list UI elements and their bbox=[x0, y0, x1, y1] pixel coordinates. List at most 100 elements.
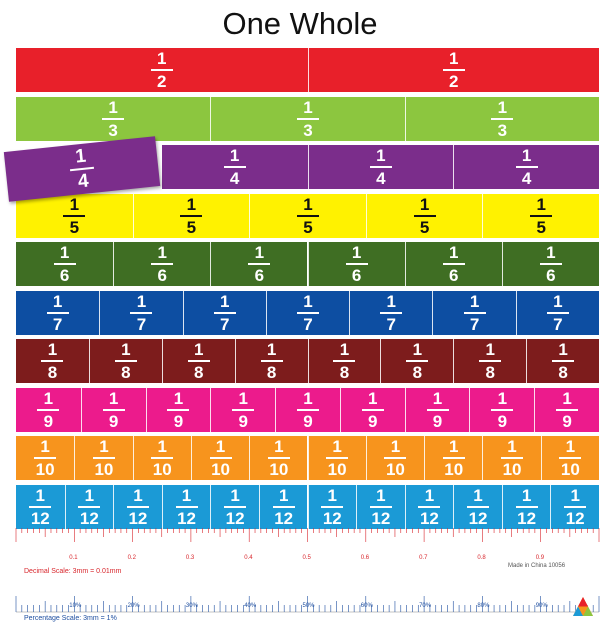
fraction-piece[interactable]: 1 12 bbox=[501, 484, 551, 529]
fraction-piece[interactable]: 1 10 bbox=[424, 436, 483, 480]
denominator: 10 bbox=[94, 460, 114, 479]
percentage-tick-label: 20% bbox=[127, 603, 140, 609]
fraction-bar bbox=[491, 117, 514, 120]
fraction-piece[interactable]: 1 12 bbox=[307, 484, 357, 529]
fraction-piece[interactable]: 1 12 bbox=[64, 484, 114, 529]
numerator: 1 bbox=[485, 340, 495, 359]
fraction-piece[interactable]: 1 10 bbox=[132, 436, 191, 480]
fraction-piece[interactable]: 1 12 bbox=[16, 484, 65, 529]
fraction-piece[interactable]: 1 12 bbox=[453, 484, 502, 529]
fraction-piece[interactable]: 1 10 bbox=[540, 436, 599, 480]
fraction-label: 1 12 bbox=[564, 487, 587, 527]
fraction-bar bbox=[232, 408, 255, 411]
decimal-scale-label: Decimal Scale: 3mm = 0.01mm bbox=[24, 568, 122, 575]
denominator: 3 bbox=[497, 120, 508, 140]
fraction-bar bbox=[46, 311, 69, 314]
fraction-bar bbox=[187, 360, 210, 362]
fraction-piece[interactable]: 1 12 bbox=[550, 484, 599, 529]
fraction-piece[interactable]: 1 10 bbox=[16, 436, 75, 480]
numerator: 1 bbox=[497, 388, 508, 408]
fraction-piece[interactable]: 1 12 bbox=[404, 484, 454, 529]
denominator: 6 bbox=[351, 266, 362, 285]
fraction-piece[interactable]: 1 10 bbox=[482, 436, 541, 480]
fraction-piece[interactable]: 1 10 bbox=[307, 436, 366, 480]
percentage-tick-label: 60% bbox=[360, 603, 373, 609]
fraction-piece[interactable]: 1 10 bbox=[249, 436, 308, 480]
denominator: 12 bbox=[419, 508, 439, 528]
fraction-label: 1 10 bbox=[267, 438, 290, 478]
numerator: 1 bbox=[521, 146, 532, 165]
fraction-bar bbox=[501, 457, 524, 459]
denominator: 7 bbox=[386, 314, 397, 334]
numerator: 1 bbox=[278, 485, 289, 505]
fraction-bar bbox=[213, 311, 236, 314]
denominator: 6 bbox=[157, 266, 167, 285]
fraction-piece[interactable]: 1 10 bbox=[190, 436, 250, 480]
fraction-piece[interactable]: 1 12 bbox=[161, 484, 211, 529]
fraction-piece[interactable]: 1 10 bbox=[74, 436, 133, 480]
fraction-bar bbox=[224, 505, 247, 508]
denominator: 10 bbox=[385, 460, 405, 479]
fraction-piece[interactable]: 1 10 bbox=[365, 436, 425, 480]
numerator: 1 bbox=[69, 194, 80, 214]
fraction-piece[interactable]: 1 12 bbox=[258, 484, 308, 529]
numerator: 1 bbox=[327, 485, 338, 505]
numerator: 1 bbox=[432, 388, 443, 408]
decimal-tick-label: 0.9 bbox=[535, 555, 545, 561]
fraction-piece[interactable]: 1 12 bbox=[113, 484, 162, 529]
fraction-label: 1 10 bbox=[501, 438, 524, 478]
numerator: 1 bbox=[553, 291, 563, 311]
fraction-piece[interactable]: 1 12 bbox=[210, 484, 259, 529]
fraction-bar bbox=[180, 214, 203, 217]
denominator: 8 bbox=[485, 363, 495, 382]
fraction-piece[interactable]: 1 12 bbox=[356, 484, 405, 529]
